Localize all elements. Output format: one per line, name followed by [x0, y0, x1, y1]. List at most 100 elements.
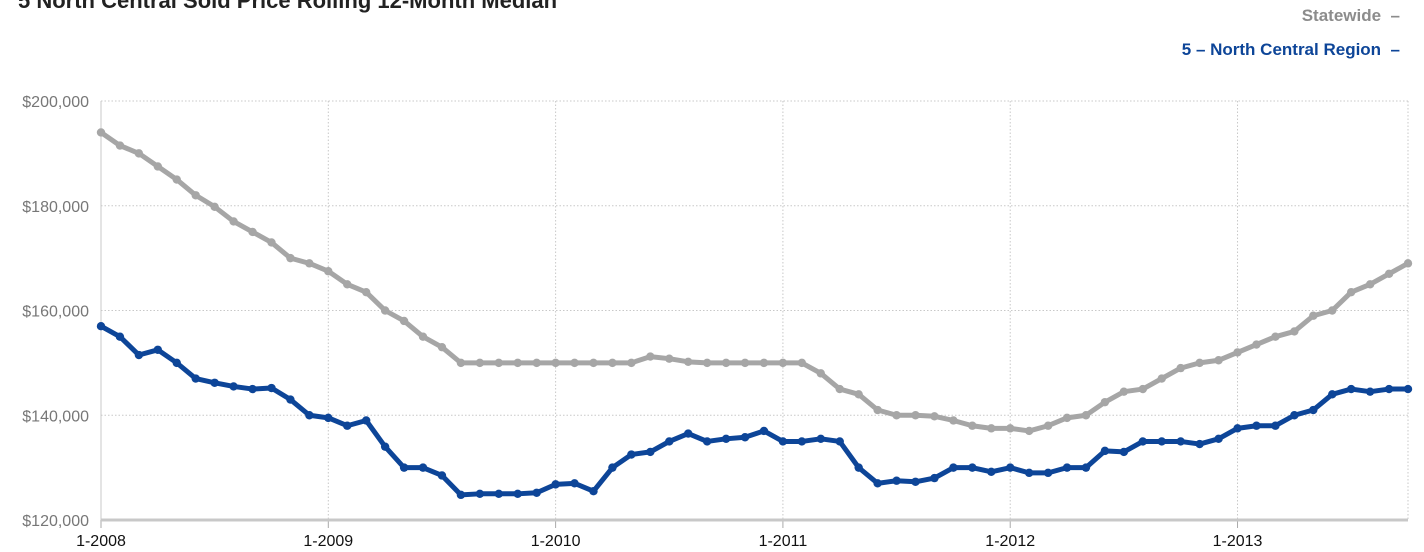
- data-point-north-central: [930, 473, 939, 483]
- series-line-north-central: [98, 323, 1411, 498]
- data-point-north-central: [475, 489, 485, 499]
- data-point-north-central: [1403, 384, 1413, 394]
- data-point-north-central: [134, 350, 144, 360]
- data-point-north-central: [873, 479, 882, 488]
- data-point-statewide: [627, 358, 636, 368]
- data-point-statewide: [892, 411, 901, 420]
- data-point-statewide: [418, 332, 428, 341]
- data-point-statewide: [380, 306, 390, 315]
- data-point-statewide: [1271, 332, 1280, 341]
- data-point-statewide: [1214, 356, 1223, 365]
- y-tick-label: $140,000: [22, 408, 89, 425]
- data-point-north-central: [248, 384, 257, 394]
- grid: [100, 100, 1409, 521]
- data-point-north-central: [115, 332, 125, 341]
- x-axis: 1-2008 1-2009 1-2010 1-2011 1-2012 1-2013: [76, 518, 1408, 550]
- data-point-statewide: [1195, 358, 1204, 368]
- data-point-north-central: [418, 463, 428, 472]
- data-point-statewide: [1157, 374, 1166, 383]
- legend-north-central-swatch: –: [1385, 40, 1400, 59]
- data-point-statewide: [778, 358, 788, 368]
- cut-off-title: 5 North Central Sold Price Rolling 12-Mo…: [18, 0, 558, 13]
- data-point-north-central: [1328, 390, 1337, 399]
- data-point-statewide: [684, 357, 693, 367]
- data-point-north-central: [1214, 434, 1223, 444]
- series-line-statewide: [98, 129, 1411, 434]
- data-point-north-central: [305, 411, 314, 420]
- data-point-north-central: [892, 476, 901, 485]
- data-point-north-central: [1062, 463, 1072, 472]
- data-point-north-central: [570, 479, 579, 488]
- data-point-statewide: [911, 411, 920, 420]
- data-point-statewide: [930, 412, 939, 421]
- data-point-statewide: [1346, 287, 1356, 297]
- data-point-statewide: [361, 287, 371, 297]
- legend-statewide-swatch: –: [1385, 6, 1400, 25]
- data-point-statewide: [1024, 426, 1034, 436]
- data-point-statewide: [210, 202, 219, 211]
- data-point-north-central: [1176, 437, 1185, 446]
- data-point-statewide: [854, 390, 863, 399]
- data-point-north-central: [665, 437, 674, 446]
- data-point-statewide: [1043, 421, 1053, 430]
- data-point-statewide: [816, 369, 825, 378]
- data-point-north-central: [987, 467, 996, 477]
- data-point-statewide: [513, 358, 522, 368]
- legend-statewide: Statewide –: [1302, 6, 1400, 26]
- data-point-statewide: [115, 141, 125, 150]
- data-point-statewide: [721, 358, 731, 368]
- data-point-north-central: [191, 374, 200, 383]
- data-point-north-central: [210, 378, 219, 387]
- data-point-statewide: [1290, 327, 1299, 336]
- data-point-statewide: [1309, 311, 1318, 320]
- data-point-north-central: [456, 490, 466, 500]
- data-point-north-central: [778, 437, 788, 446]
- data-point-statewide: [399, 316, 409, 326]
- data-point-north-central: [1384, 384, 1394, 394]
- data-point-statewide: [475, 358, 485, 368]
- legend-statewide-label: Statewide: [1301, 6, 1382, 25]
- x-tick-label: 1-2010: [531, 533, 581, 550]
- data-point-statewide: [873, 405, 882, 415]
- data-point-statewide: [267, 238, 276, 247]
- x-tick-label: 1-2009: [303, 533, 353, 550]
- y-tick-label: $200,000: [22, 94, 89, 111]
- x-tick-label: 1-2011: [759, 533, 808, 550]
- data-point-statewide: [665, 354, 674, 363]
- data-point-statewide: [286, 253, 295, 263]
- legend-north-central-label: 5 – North Central Region: [1181, 40, 1382, 59]
- data-point-statewide: [1233, 348, 1242, 357]
- data-point-statewide: [191, 191, 200, 200]
- data-point-north-central: [513, 489, 522, 499]
- data-point-statewide: [1062, 413, 1072, 423]
- data-point-statewide: [968, 421, 977, 430]
- data-point-statewide: [1176, 363, 1185, 373]
- data-point-north-central: [835, 437, 844, 446]
- data-point-north-central: [911, 477, 920, 486]
- data-point-north-central: [399, 463, 409, 472]
- data-point-north-central: [1252, 421, 1261, 430]
- data-point-north-central: [759, 426, 769, 436]
- data-point-north-central: [1271, 421, 1280, 430]
- y-tick-label: $180,000: [22, 199, 89, 216]
- data-point-north-central: [343, 421, 352, 430]
- data-point-statewide: [153, 162, 163, 171]
- data-point-statewide: [248, 227, 257, 237]
- data-point-statewide: [797, 358, 807, 368]
- data-point-north-central: [816, 434, 825, 444]
- data-point-statewide: [987, 424, 996, 433]
- data-point-statewide: [324, 267, 333, 276]
- data-point-statewide: [456, 358, 466, 368]
- data-point-north-central: [1309, 405, 1318, 415]
- data-point-north-central: [968, 463, 977, 472]
- data-point-north-central: [286, 395, 295, 404]
- data-point-north-central: [153, 345, 163, 354]
- data-point-statewide: [494, 358, 503, 368]
- data-point-statewide: [134, 149, 144, 158]
- series-layer: [96, 128, 1413, 500]
- data-point-north-central: [627, 450, 636, 459]
- data-point-statewide: [1138, 384, 1148, 394]
- data-point-north-central: [589, 486, 598, 496]
- data-point-statewide: [646, 352, 655, 361]
- data-point-north-central: [702, 437, 712, 446]
